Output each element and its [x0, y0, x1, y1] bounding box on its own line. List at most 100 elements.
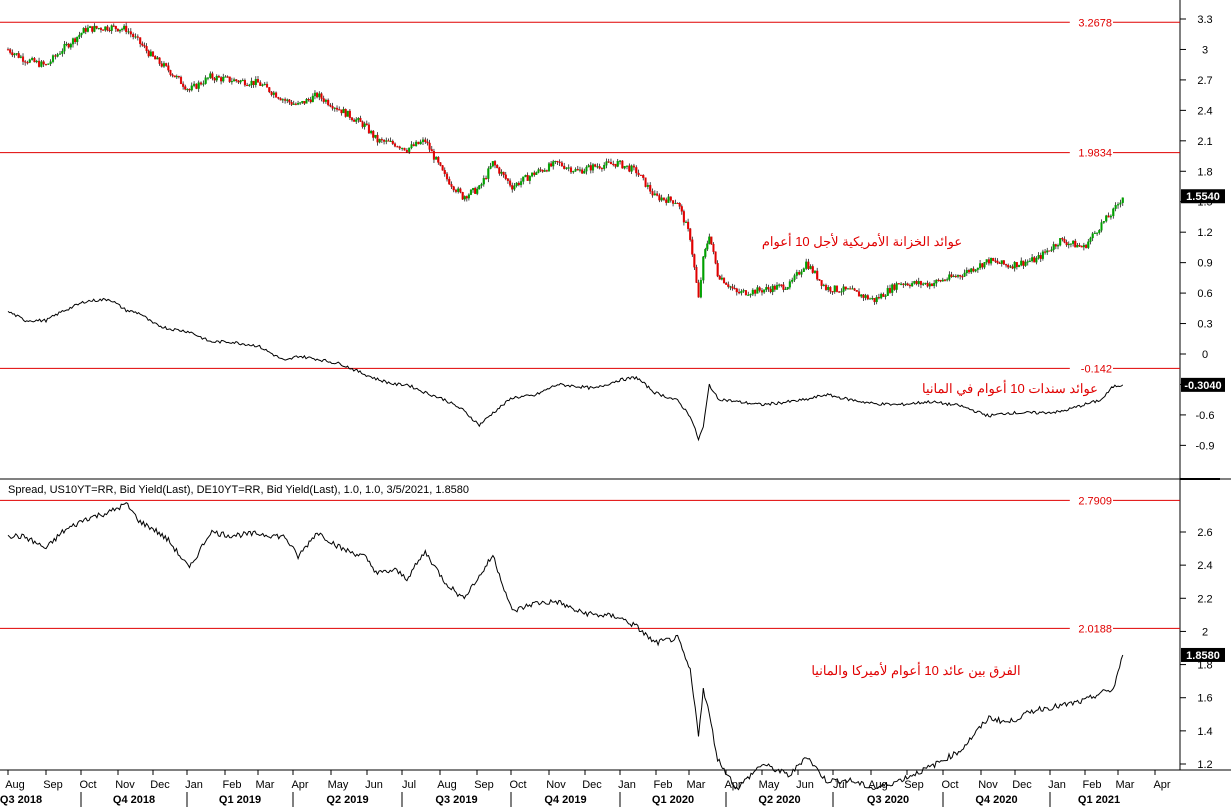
candle-body — [71, 38, 75, 45]
reference-line-label: 1.9834 — [1078, 148, 1112, 160]
candle-body — [813, 270, 817, 273]
candle-body — [871, 298, 874, 300]
candle-body — [1048, 250, 1051, 252]
candle-body — [744, 290, 748, 296]
candle-body — [946, 279, 949, 281]
candle-body — [224, 76, 227, 78]
candle-body — [443, 170, 446, 175]
candle-body — [917, 281, 920, 285]
candle-body — [1102, 221, 1105, 223]
candle-body — [147, 50, 150, 57]
candle-body — [243, 80, 246, 86]
candle-body — [82, 28, 85, 34]
last-value-label: 1.5540 — [1186, 191, 1220, 203]
candle-body — [676, 202, 679, 204]
candle-body — [990, 258, 993, 264]
candle-body — [465, 196, 468, 199]
candle-body — [469, 189, 473, 195]
y-tick-label: 0.6 — [1197, 288, 1212, 300]
candle-body — [952, 275, 955, 278]
reference-label-bg — [1069, 621, 1113, 635]
candle-body — [756, 287, 759, 294]
candle-body — [798, 272, 801, 275]
candle-body — [1061, 238, 1064, 240]
month-label: Oct — [509, 779, 526, 791]
candle-body — [452, 186, 455, 191]
candle-body — [474, 188, 477, 194]
candle-body — [482, 178, 485, 185]
candle-body — [405, 150, 408, 152]
candle-body — [265, 83, 269, 88]
candle-body — [537, 169, 540, 173]
candle-body — [277, 97, 280, 99]
candle-body — [378, 139, 381, 143]
month-label: Apr — [291, 779, 308, 791]
candle-body — [367, 124, 371, 134]
candle-body — [565, 167, 568, 169]
y-tick-label: 1.2 — [1197, 227, 1212, 239]
candle-body — [1054, 244, 1057, 247]
candle-body — [239, 80, 242, 83]
candle-body — [782, 284, 785, 290]
candle-body — [9, 49, 12, 53]
candle-body — [509, 180, 512, 186]
candle-body — [1091, 233, 1094, 239]
candle-body — [387, 140, 390, 142]
last-value-label: -0.3040 — [1184, 380, 1221, 392]
candle-body — [136, 36, 139, 38]
candle-body — [448, 178, 451, 185]
quarter-label: Q2 2020 — [758, 794, 800, 806]
candle-body — [775, 285, 779, 290]
candle-body — [215, 76, 218, 81]
candle-body — [202, 83, 205, 85]
month-label: Sep — [474, 779, 494, 791]
candle-body — [735, 288, 738, 293]
candle-body — [459, 188, 462, 193]
candle-body — [457, 188, 460, 192]
candle-body — [19, 56, 22, 58]
candle-body — [99, 27, 103, 30]
candle-body — [441, 165, 444, 171]
candle-body — [1044, 251, 1047, 253]
candle-body — [1069, 243, 1072, 245]
candle-body — [491, 161, 494, 167]
month-label: Mar — [256, 779, 275, 791]
candle-body — [21, 56, 25, 62]
candle-body — [644, 177, 647, 187]
candle-body — [463, 196, 466, 200]
candle-body — [864, 295, 867, 298]
candle-body — [747, 294, 750, 296]
candle-body — [708, 236, 711, 244]
candle-body — [653, 193, 656, 196]
candle-body — [342, 108, 345, 114]
reference-line-label: 3.2678 — [1078, 17, 1112, 29]
candle-body — [941, 279, 944, 282]
candle-body — [1056, 245, 1060, 247]
candle-body — [1031, 257, 1034, 262]
candle-body — [348, 110, 351, 118]
y-tick-label: 0.9 — [1197, 258, 1212, 270]
candle-body — [385, 140, 388, 142]
candle-body — [391, 140, 394, 144]
candle-body — [450, 184, 453, 187]
candle-body — [1022, 260, 1025, 266]
y-tick-label: 1.8 — [1197, 166, 1212, 178]
y-tick-label: 1.6 — [1197, 693, 1212, 705]
candle-body — [829, 287, 832, 292]
candle-body — [177, 76, 180, 78]
candle-body — [866, 295, 869, 300]
candle-body — [628, 165, 631, 172]
candle-body — [621, 160, 624, 169]
candle-body — [827, 287, 830, 290]
candle-body — [80, 32, 83, 36]
month-label: Oct — [941, 779, 958, 791]
candle-body — [294, 103, 297, 105]
candle-body — [727, 284, 730, 287]
candle-body — [656, 193, 659, 196]
candle-body — [625, 165, 629, 167]
candle-body — [145, 46, 148, 52]
candle-body — [374, 134, 377, 138]
candle-body — [54, 55, 57, 57]
candle-body — [691, 239, 694, 255]
candle-body — [572, 171, 575, 173]
